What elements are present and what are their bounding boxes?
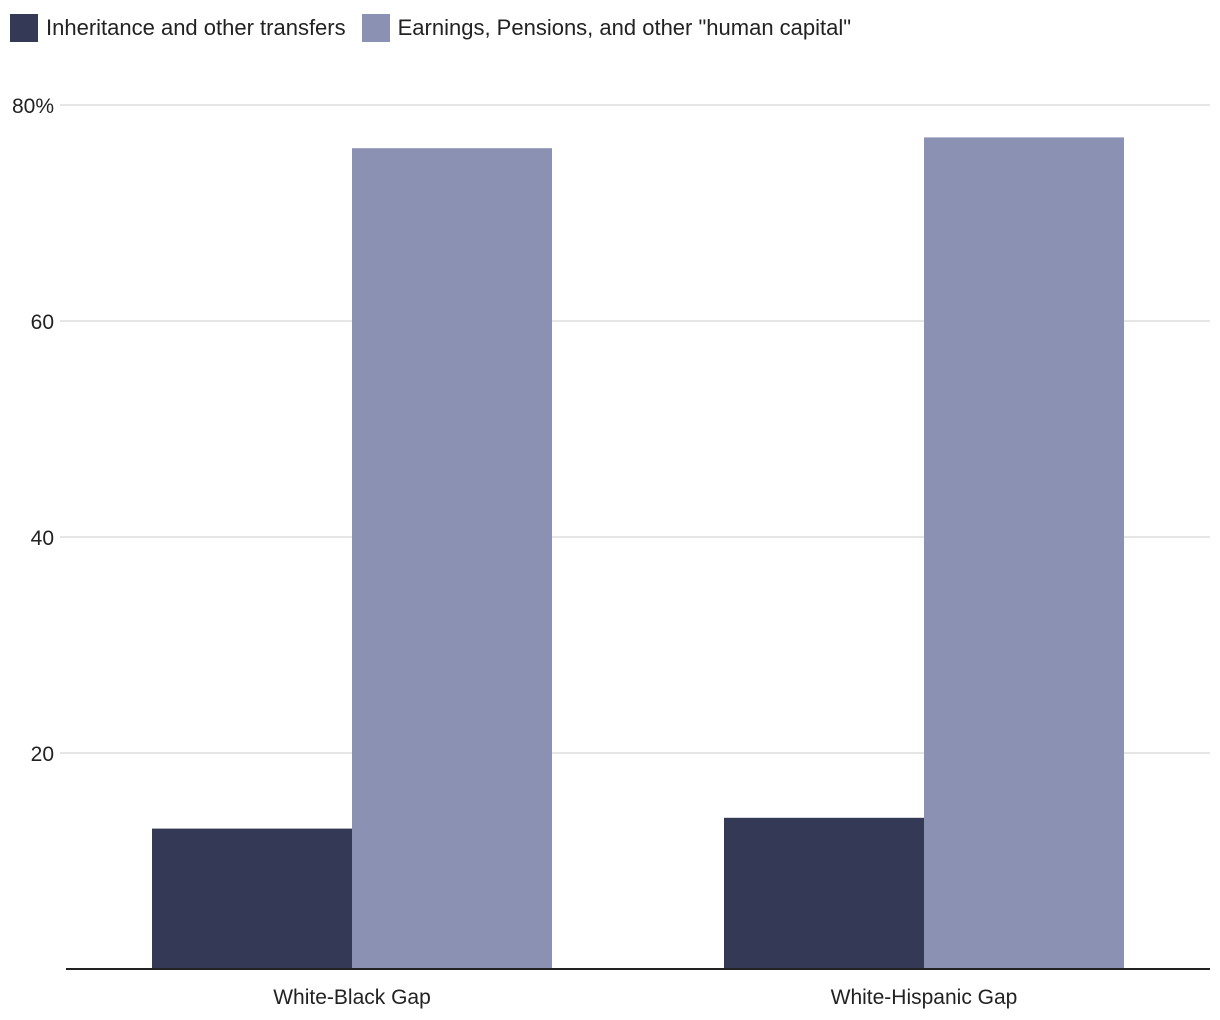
- y-tick-label-background: [4, 525, 60, 549]
- bar-earnings-1: [924, 137, 1124, 969]
- y-tick-label-background: [4, 309, 60, 333]
- legend-label-earnings: Earnings, Pensions, and other "human cap…: [397, 15, 852, 40]
- y-tick-label: 40: [31, 527, 54, 550]
- chart-legend: Inheritance and other transfers Earnings…: [10, 14, 851, 42]
- x-tick-label: White-Hispanic Gap: [831, 986, 1018, 1009]
- legend-swatch-inheritance: [10, 14, 38, 42]
- x-axis-tick-labels: White-Black Gap White-Hispanic Gap: [273, 986, 1017, 1009]
- legend-swatch-earnings: [361, 14, 390, 42]
- legend-item-inheritance: Inheritance and other transfers: [10, 14, 346, 42]
- y-tick-label: 80%: [12, 95, 54, 118]
- bar-inheritance-0: [152, 828, 352, 969]
- legend-item-earnings: Earnings, Pensions, and other "human cap…: [361, 14, 852, 42]
- bar-earnings-0: [352, 148, 552, 969]
- x-tick-label: White-Black Gap: [273, 986, 431, 1009]
- y-tick-label-background: [4, 93, 60, 117]
- legend-label-inheritance: Inheritance and other transfers: [46, 15, 346, 40]
- bar-inheritance-1: [724, 817, 924, 969]
- y-tick-label-background: [4, 741, 60, 765]
- y-tick-label: 60: [31, 311, 54, 334]
- y-tick-label: 20: [31, 743, 54, 766]
- y-axis-tick-labels: 20 40 60 80%: [4, 93, 60, 766]
- bars: [152, 137, 1124, 969]
